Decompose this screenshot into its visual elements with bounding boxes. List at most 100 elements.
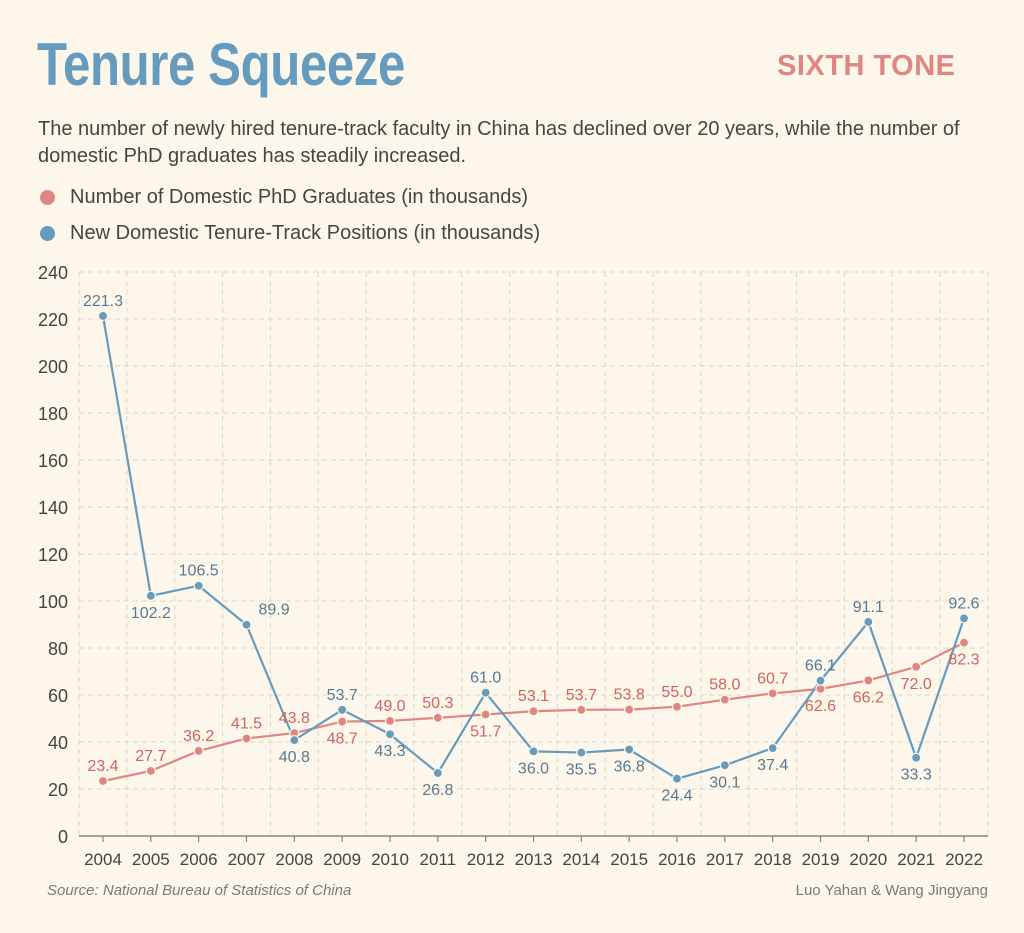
data-label-phd: 82.3 [948,652,979,669]
legend-item-tenure: New Domestic Tenure-Track Positions (in … [40,222,540,245]
author-credit: Luo Yahan & Wang Jingyang [795,882,988,899]
data-label-tenure: 66.1 [805,658,836,675]
data-label-tenure: 61.0 [470,670,501,687]
data-label-phd: 55.0 [661,684,692,701]
legend-item-phd: Number of Domestic PhD Graduates (in tho… [40,186,528,209]
data-label-phd: 58.0 [709,677,740,694]
x-tick-label: 2009 [323,850,361,869]
data-point-tenure [576,747,587,758]
y-tick-label: 240 [38,263,68,283]
data-point-tenure [624,744,635,755]
data-label-phd: 60.7 [757,670,788,687]
x-tick-label: 2008 [275,850,313,869]
data-point-tenure [432,767,443,779]
data-point-tenure [193,580,204,591]
data-point-tenure [671,773,683,784]
data-label-phd: 43.8 [279,710,310,727]
data-point-tenure [958,613,970,624]
data-point-phd [384,715,396,726]
data-label-tenure: 92.6 [948,595,979,612]
chart-title: Tenure Squeeze [37,31,405,98]
legend-label-tenure: New Domestic Tenure-Track Positions (in … [70,222,541,244]
data-point-tenure [815,675,826,686]
grid-lines [78,271,989,836]
data-labels: 23.4 27.7 36.2 41.5 43.8 48.7 49.0 50.3 51.7 53.1… [83,293,980,805]
data-point-phd [432,712,443,723]
data-label-phd: 53.8 [614,687,645,704]
legend-dot-phd-icon [40,190,55,205]
y-tick-label: 80 [48,639,68,659]
data-point-tenure [719,760,730,771]
x-tick-label: 2004 [84,850,122,869]
data-label-tenure: 91.1 [853,599,884,616]
y-tick-label: 20 [48,780,68,800]
x-tick-label: 2014 [562,850,600,869]
data-label-tenure: 40.8 [279,749,310,766]
x-tick-label: 2015 [610,850,648,869]
data-label-phd: 66.2 [853,689,884,706]
chart-subtitle: The number of newly hired tenure-track f… [38,118,960,167]
x-tick-label: 2017 [706,850,744,869]
data-label-phd: 51.7 [470,724,501,741]
data-label-phd: 36.2 [183,728,214,745]
data-label-tenure: 30.1 [709,774,740,791]
data-point-phd [241,733,252,744]
brand-logo: SIXTH TONE [777,50,956,82]
data-point-tenure [528,746,539,757]
data-point-phd [145,765,156,777]
y-tick-label: 100 [38,592,68,612]
data-point-phd [480,709,491,720]
y-tick-label: 120 [38,545,68,565]
data-point-tenure [337,704,348,715]
data-point-tenure [145,590,156,601]
data-label-phd: 49.0 [374,698,405,715]
data-label-phd: 41.5 [231,715,262,732]
data-label-tenure: 36.8 [614,759,645,776]
data-point-phd [528,706,539,717]
data-label-tenure: 102.2 [131,605,171,622]
y-tick-label: 60 [48,686,68,706]
axes: 0 20 40 60 80 100 120 140 160 180 200 220 240 2004 200… [38,263,988,869]
data-label-tenure: 33.3 [901,767,932,784]
data-label-phd: 72.0 [901,676,932,693]
data-point-phd [958,637,970,648]
data-label-phd: 62.6 [805,698,836,715]
data-label-tenure: 43.3 [374,743,405,760]
x-tick-label: 2020 [849,850,887,869]
data-label-tenure: 36.0 [518,760,549,777]
data-point-phd [576,704,587,715]
data-point-tenure [911,752,922,763]
data-label-tenure: 26.8 [422,782,453,799]
data-label-phd: 27.7 [135,748,166,765]
y-tick-label: 220 [38,310,68,330]
data-label-tenure: 24.4 [661,788,692,805]
data-label-phd: 53.7 [566,687,597,704]
data-point-phd [719,694,730,705]
x-tick-label: 2007 [228,850,266,869]
legend-label-phd: Number of Domestic PhD Graduates (in tho… [70,186,528,208]
y-tick-label: 180 [38,404,68,424]
data-point-tenure [289,735,300,746]
data-label-tenure: 106.5 [179,563,219,580]
data-point-phd [337,716,348,727]
series-points [97,310,970,787]
x-tick-label: 2016 [658,850,696,869]
data-point-tenure [480,687,491,698]
data-label-tenure: 89.9 [259,602,290,619]
x-tick-label: 2018 [754,850,792,869]
data-label-phd: 23.4 [87,758,118,775]
x-tick-label: 2005 [132,850,170,869]
x-tick-label: 2022 [945,850,983,869]
data-point-phd [97,775,109,787]
data-point-phd [624,704,635,715]
data-label-tenure: 53.7 [327,687,358,704]
source-note: Source: National Bureau of Statistics of… [47,882,352,899]
y-tick-label: 40 [48,733,68,753]
y-tick-label: 0 [58,827,68,847]
data-label-tenure: 37.4 [757,757,788,774]
data-point-tenure [384,729,396,740]
data-point-phd [671,701,683,712]
data-label-phd: 48.7 [327,731,358,748]
data-point-phd [911,661,922,672]
